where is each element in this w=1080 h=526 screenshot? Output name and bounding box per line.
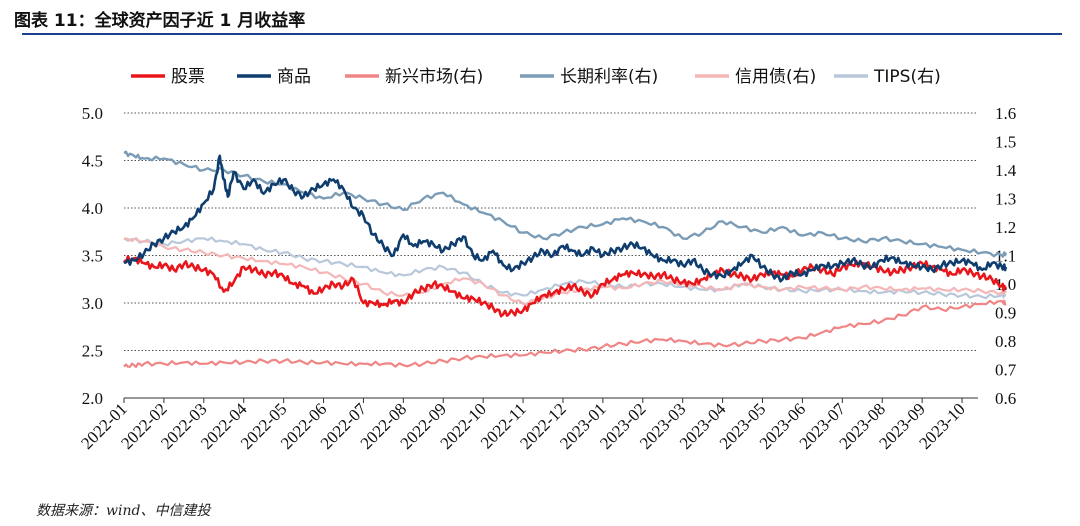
series-line-4 [123,237,1007,306]
right-tick-label: 1.6 [995,104,1016,123]
right-tick-label: 1.2 [995,218,1016,237]
left-tick-label: 3.0 [82,294,103,313]
left-tick-label: 2.5 [82,342,103,361]
series-line-2 [123,299,1007,368]
chart-legend: 股票 商品 新兴市场(右) 长期利率(右) 信用债(右) TIPS(右) [131,67,941,87]
right-axis-ticks: 0.60.70.80.91.01.11.21.31.41.51.6 [995,104,1017,408]
right-tick-label: 0.9 [995,304,1016,323]
x-axis: 2022-012022-022022-032022-042022-052022-… [77,397,978,453]
series-line-5 [123,236,1007,300]
left-tick-label: 4.0 [82,199,103,218]
right-tick-label: 1.4 [995,161,1017,180]
left-tick-label: 2.0 [82,389,103,408]
series-line-0 [123,255,1008,318]
line-chart: 2.02.53.03.54.04.55.0 0.60.70.80.91.01.1… [77,67,1017,453]
left-tick-label: 4.5 [82,152,103,171]
figure-title: 图表 11：全球资产因子近 1 月收益率 [14,11,306,31]
series-line-3 [123,150,1008,258]
series-line-1 [123,154,1008,283]
right-tick-label: 1.3 [995,190,1016,209]
series-layer [123,150,1008,368]
left-tick-label: 5.0 [82,104,103,123]
data-source-note: 数据来源：wind、中信建投 [36,503,211,519]
legend-label: 信用债(右) [735,67,816,87]
title-rule [22,33,1062,35]
left-tick-label: 3.5 [82,247,103,266]
chart-grid [124,112,978,351]
legend-label: 股票 [171,67,205,87]
right-tick-label: 0.7 [995,361,1017,380]
legend-label: 长期利率(右) [560,67,658,87]
legend-label: 新兴市场(右) [385,67,483,87]
right-tick-label: 1.0 [995,275,1016,294]
legend-label: TIPS(右) [873,67,941,87]
right-tick-label: 0.8 [995,332,1016,351]
legend-label: 商品 [277,67,311,87]
left-axis-ticks: 2.0 2.5 3.0 3.5 4.0 4.5 5.0 [82,104,103,408]
right-tick-label: 1.5 [995,133,1016,152]
right-tick-label: 0.6 [995,389,1016,408]
